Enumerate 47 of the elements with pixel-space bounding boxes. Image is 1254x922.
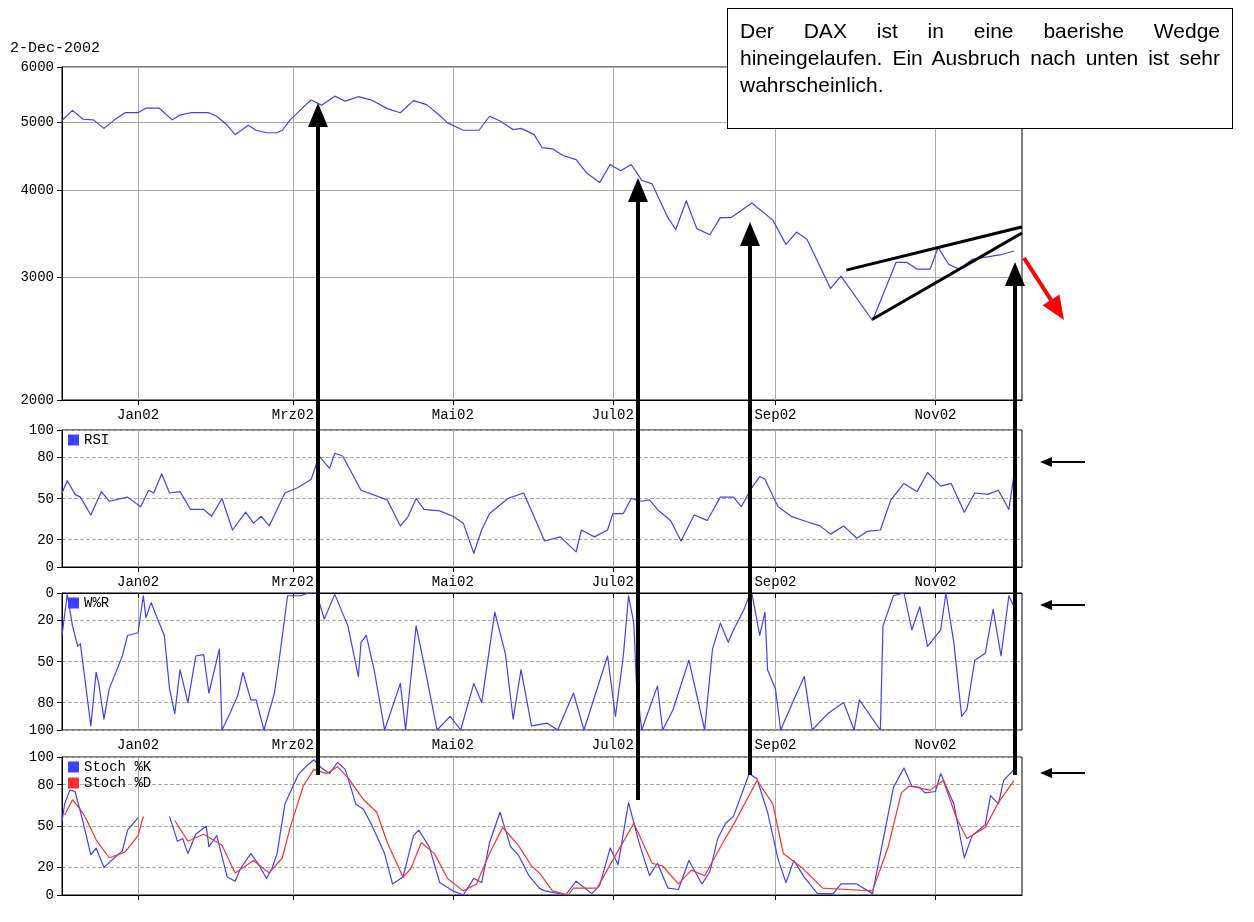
x-tick-label: Nov02: [914, 407, 957, 423]
legend-label: RSI: [84, 432, 110, 448]
y-tick-label: 80: [37, 694, 54, 711]
y-tick-label: 5000: [20, 114, 54, 131]
x-tick-label: Mai02: [431, 737, 474, 753]
x-tick-label: Nov02: [914, 574, 957, 590]
x-tick-label: Nov02: [914, 737, 957, 753]
line-series: [61, 592, 1015, 731]
note-box: Der DAX ist in eine baerishe Wedge hineingelaufen. Ein Ausbruch nach unten ist sehr wahrscheinlich.: [727, 8, 1233, 129]
line-series: [61, 95, 1015, 322]
x-tick-label: Sep02: [754, 407, 797, 423]
y-tick-label: 0: [45, 559, 54, 575]
x-tick-label: Jul02: [591, 574, 634, 590]
legend-label: W%R: [84, 595, 110, 611]
y-tick-label: 100: [28, 422, 54, 438]
y-tick-label: 2000: [20, 392, 54, 408]
y-tick-label: 20: [37, 531, 54, 548]
y-tick-label: 20: [37, 859, 54, 876]
chart-title: 2-Dec-2002: [10, 40, 101, 57]
y-tick-label: 50: [37, 818, 54, 834]
y-tick-label: 6000: [20, 59, 54, 75]
y-tick-label: 80: [37, 776, 54, 793]
y-tick-label: 0: [45, 585, 54, 601]
legend-label: Stoch %D: [84, 775, 152, 791]
y-tick-label: 50: [37, 490, 54, 507]
x-tick-label: Mrz02: [271, 574, 314, 590]
x-tick-label: Jul02: [591, 737, 634, 753]
x-tick-label: Jan02: [117, 574, 160, 590]
x-tick-label: Mrz02: [271, 737, 314, 753]
y-tick-label: 80: [37, 449, 54, 466]
x-tick-label: Sep02: [754, 737, 797, 753]
y-tick-label: 20: [37, 612, 54, 629]
line-series: [61, 452, 1015, 554]
legend-label: Stoch %K: [84, 759, 152, 775]
x-tick-label: Mrz02: [271, 407, 314, 423]
x-tick-label: Mai02: [431, 407, 474, 423]
y-tick-label: 0: [45, 887, 54, 903]
x-tick-label: Jan02: [117, 737, 160, 753]
x-tick-label: Mai02: [431, 574, 474, 590]
x-tick-label: Jan02: [117, 407, 160, 423]
y-tick-label: 100: [28, 749, 54, 765]
y-tick-label: 3000: [20, 269, 54, 286]
x-tick-label: Sep02: [754, 574, 797, 590]
y-tick-label: 50: [37, 653, 54, 670]
x-tick-label: Jul02: [591, 407, 634, 423]
y-tick-label: 100: [28, 722, 54, 738]
y-tick-label: 4000: [20, 181, 54, 198]
